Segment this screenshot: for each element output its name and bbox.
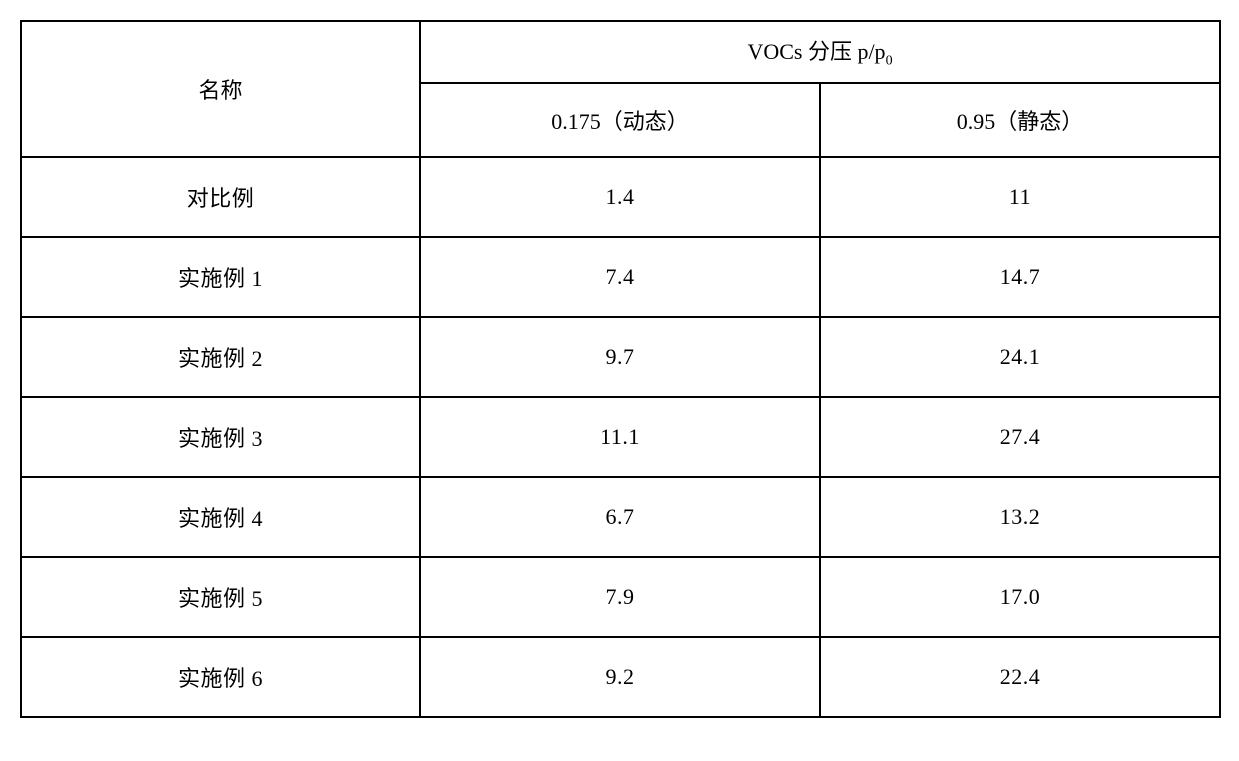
header-sub-dynamic: 0.175（动态）	[420, 83, 820, 157]
cell-v2: 17.0	[820, 557, 1220, 637]
table-row: 对比例 1.4 11	[21, 157, 1220, 237]
header-group-subscript: 0	[886, 54, 893, 69]
table-row: 实施例 6 9.2 22.4	[21, 637, 1220, 717]
table-header-row-1: 名称 VOCs 分压 p/p0	[21, 21, 1220, 83]
cell-v1: 1.4	[420, 157, 820, 237]
cell-name: 实施例 2	[21, 317, 420, 397]
cell-v2: 14.7	[820, 237, 1220, 317]
header-sub-static: 0.95（静态）	[820, 83, 1220, 157]
cell-v2: 13.2	[820, 477, 1220, 557]
header-group-prefix: VOCs 分压 p/p	[747, 39, 885, 64]
cell-v1: 9.7	[420, 317, 820, 397]
header-group: VOCs 分压 p/p0	[420, 21, 1220, 83]
cell-name: 实施例 1	[21, 237, 420, 317]
table-row: 实施例 1 7.4 14.7	[21, 237, 1220, 317]
header-name: 名称	[21, 21, 420, 157]
table-row: 实施例 3 11.1 27.4	[21, 397, 1220, 477]
cell-v1: 11.1	[420, 397, 820, 477]
cell-v1: 7.4	[420, 237, 820, 317]
cell-name: 实施例 6	[21, 637, 420, 717]
cell-v1: 6.7	[420, 477, 820, 557]
vocs-pressure-table: 名称 VOCs 分压 p/p0 0.175（动态） 0.95（静态） 对比例 1…	[20, 20, 1221, 718]
cell-v2: 22.4	[820, 637, 1220, 717]
cell-v1: 9.2	[420, 637, 820, 717]
cell-name: 实施例 4	[21, 477, 420, 557]
table-row: 实施例 2 9.7 24.1	[21, 317, 1220, 397]
cell-v1: 7.9	[420, 557, 820, 637]
table-row: 实施例 4 6.7 13.2	[21, 477, 1220, 557]
cell-name: 对比例	[21, 157, 420, 237]
cell-v2: 11	[820, 157, 1220, 237]
cell-v2: 24.1	[820, 317, 1220, 397]
cell-name: 实施例 3	[21, 397, 420, 477]
cell-name: 实施例 5	[21, 557, 420, 637]
cell-v2: 27.4	[820, 397, 1220, 477]
table-row: 实施例 5 7.9 17.0	[21, 557, 1220, 637]
